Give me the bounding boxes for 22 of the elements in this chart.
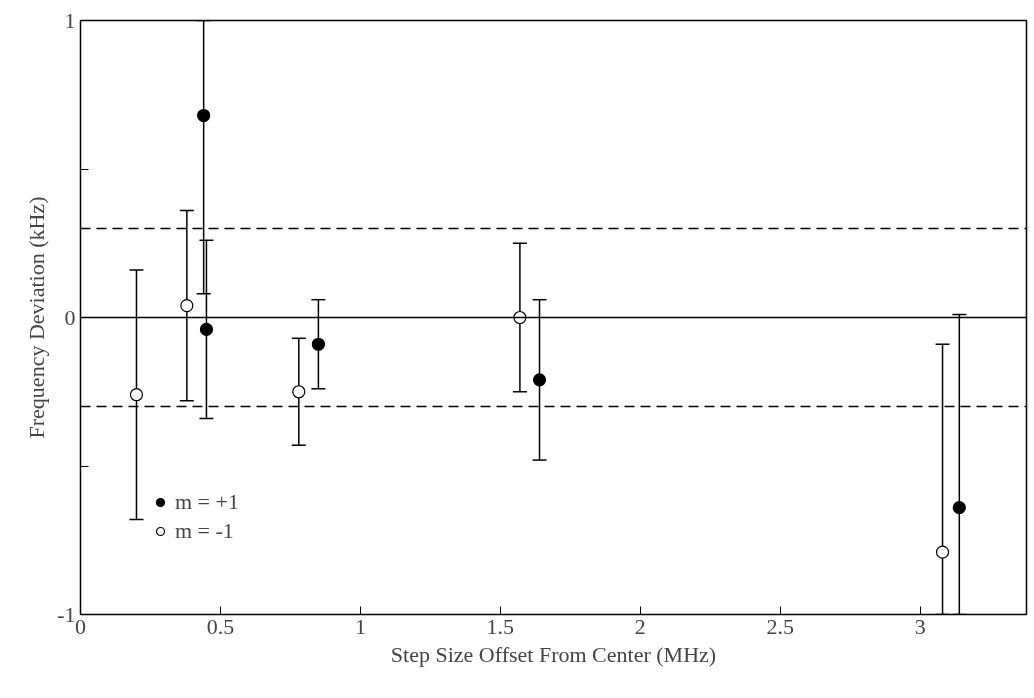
y-axis-title: Frequency Deviation (kHz) — [24, 196, 50, 439]
x-axis-title: Step Size Offset From Center (MHz) — [390, 641, 717, 667]
y-tick-label: -1 — [57, 601, 76, 627]
x-tick-label: 3 — [914, 613, 926, 639]
x-tick-label: 0.5 — [206, 613, 235, 639]
y-tick-label: 1 — [64, 7, 76, 33]
legend-label: m = -1 — [175, 518, 234, 544]
y-tick-label: 0 — [64, 304, 76, 330]
point — [952, 500, 966, 515]
x-tick-label: 1.5 — [486, 613, 515, 639]
x-tick-label: 1 — [354, 613, 366, 639]
point — [180, 299, 194, 313]
point — [199, 322, 214, 336]
point — [197, 108, 211, 123]
x-tick-label: 2.5 — [766, 613, 794, 639]
x-tick-label: 2 — [634, 613, 646, 639]
legend-label: m = +1 — [175, 489, 239, 515]
point — [935, 545, 950, 559]
point — [532, 373, 547, 387]
point — [129, 388, 144, 402]
point — [311, 337, 325, 351]
point — [292, 385, 306, 399]
